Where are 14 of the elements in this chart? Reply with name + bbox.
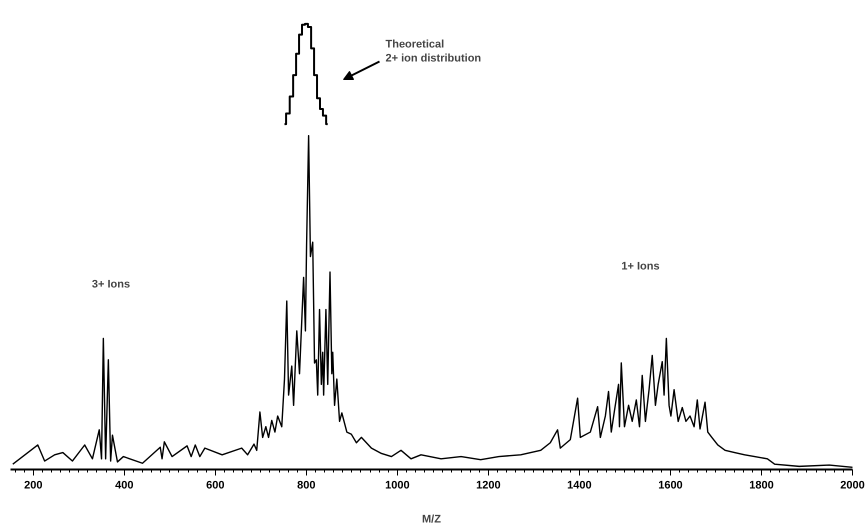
x-tick-label: 1800 <box>749 480 774 492</box>
annotation: 3+ Ions <box>92 278 130 290</box>
x-tick-label: 1000 <box>385 480 410 492</box>
x-tick-label: 1400 <box>567 480 592 492</box>
annotation: 1+ Ions <box>621 260 660 272</box>
x-tick-label: 800 <box>297 480 316 492</box>
x-tick-label: 2000 <box>840 480 865 492</box>
annotation: Theoretical 2+ ion distribution <box>386 38 482 65</box>
x-axis-title: M/Z <box>422 514 442 526</box>
x-tick-label: 1200 <box>476 480 501 492</box>
x-tick-label: 400 <box>115 480 134 492</box>
x-tick-label: 200 <box>24 480 42 492</box>
x-tick-label: 1600 <box>658 480 683 492</box>
x-tick-label: 600 <box>206 480 224 492</box>
